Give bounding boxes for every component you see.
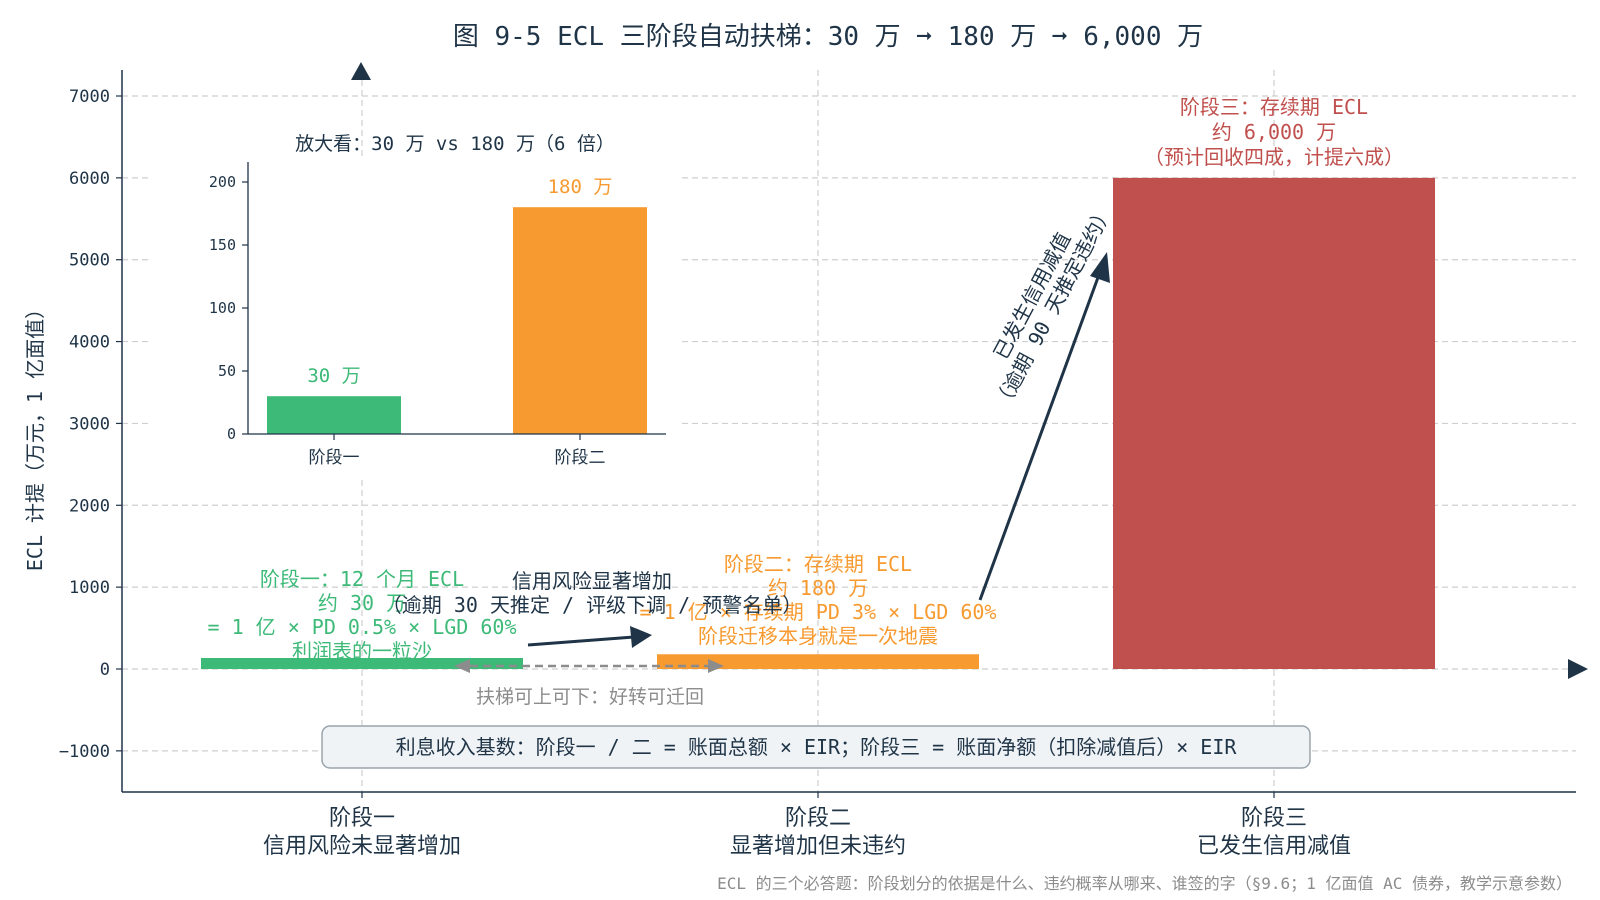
stage2-line1: 阶段二：存续期 ECL bbox=[724, 552, 912, 576]
transition-2-3: 已发生信用减值 （逾期 90 天推定违约） bbox=[989, 201, 1118, 414]
chart-title: 图 9-5 ECL 三阶段自动扶梯：30 万 ➞ 180 万 ➞ 6,000 万 bbox=[453, 22, 1203, 52]
inset-title: 放大看：30 万 vs 180 万（6 倍） bbox=[295, 133, 615, 155]
y-tick-label: 4000 bbox=[69, 333, 110, 353]
x-category-name: 阶段三 bbox=[1241, 806, 1307, 831]
y-tick-label: 0 bbox=[100, 660, 110, 680]
inset-value-label: 180 万 bbox=[548, 176, 613, 198]
stage1-line2: 约 30 万 bbox=[318, 591, 406, 615]
bars bbox=[201, 177, 1435, 669]
bar-3 bbox=[1113, 177, 1435, 669]
transition-1-2: 信用风险显著增加 （逾期 30 天推定 / 评级下调 / 预警名单） bbox=[382, 569, 802, 617]
transition12-line1: 信用风险显著增加 bbox=[512, 569, 672, 593]
stage1-line1: 阶段一：12 个月 ECL bbox=[260, 567, 464, 591]
x-category-desc: 信用风险未显著增加 bbox=[263, 834, 461, 859]
origin-x-arrowhead bbox=[1568, 659, 1588, 679]
stage3-line1: 阶段三：存续期 ECL bbox=[1180, 95, 1368, 119]
inset-value-label: 30 万 bbox=[307, 365, 360, 387]
interest-box bbox=[321, 725, 1311, 769]
y-tick-label: 6000 bbox=[69, 169, 110, 189]
escalator-arrowhead-left bbox=[454, 659, 470, 673]
y-tick-label: 2000 bbox=[69, 496, 110, 516]
interest-box-text: 利息收入基数：阶段一 / 二 = 账面总额 × EIR；阶段三 = 账面净额（扣… bbox=[396, 735, 1238, 759]
inset-y-tick-label: 0 bbox=[227, 425, 236, 443]
transition12-arrowhead bbox=[630, 626, 652, 648]
inset-chart: 放大看：30 万 vs 180 万（6 倍） 0 50 100 150 200 30 万… bbox=[150, 133, 680, 480]
y-axis-label: ECL 计提（万元，1 亿面值） bbox=[23, 299, 47, 571]
x-category-name: 阶段一 bbox=[329, 806, 395, 831]
y-tick-label: 1000 bbox=[69, 578, 110, 598]
escalator-label: 扶梯可上可下：好转可迁回 bbox=[476, 686, 704, 708]
x-category-desc: 显著增加但未违约 bbox=[730, 834, 906, 859]
bar-1 bbox=[201, 658, 523, 669]
stage1-line3: = 1 亿 × PD 0.5% × LGD 60% bbox=[208, 615, 517, 639]
stage3-line3: （预计回收四成，计提六成） bbox=[1144, 145, 1404, 169]
inset-y-tick-labels: 0 50 100 150 200 bbox=[209, 173, 248, 443]
bar-2 bbox=[657, 654, 979, 669]
inset-y-tick-label: 200 bbox=[209, 173, 236, 191]
stage3-annotation: 阶段三：存续期 ECL 约 6,000 万 （预计回收四成，计提六成） bbox=[1144, 95, 1404, 169]
inset-y-tick-label: 150 bbox=[209, 236, 236, 254]
escalator-arrowhead-right bbox=[708, 659, 724, 673]
footnote: ECL 的三个必答题：阶段划分的依据是什么、违约概率从哪来、谁签的字（§9.6；… bbox=[717, 874, 1572, 893]
inset-category-label: 阶段二 bbox=[555, 448, 606, 468]
y-tick-label: 3000 bbox=[69, 414, 110, 434]
transition23-arrowhead bbox=[1090, 252, 1110, 283]
y-tick-labels: −1000 0 1000 2000 3000 4000 5000 6000 7000 bbox=[59, 87, 122, 762]
stage1-annotation: 阶段一：12 个月 ECL 约 30 万 = 1 亿 × PD 0.5% × L… bbox=[208, 567, 517, 663]
x-category-name: 阶段二 bbox=[785, 806, 851, 831]
stage3-line2: 约 6,000 万 bbox=[1212, 120, 1336, 144]
transition23-arrow bbox=[978, 271, 1102, 601]
stage2-line4: 阶段迁移本身就是一次地震 bbox=[698, 624, 938, 648]
y-tick-label: −1000 bbox=[59, 742, 110, 762]
inset-bar-1 bbox=[267, 396, 401, 434]
origin-y-arrowhead bbox=[351, 62, 371, 80]
transition12-arrow bbox=[527, 635, 635, 647]
inset-category-label: 阶段一 bbox=[309, 448, 360, 468]
stage2-annotation: 阶段二：存续期 ECL 约 180 万 = 1 亿 × 存续期 PD 3% × … bbox=[640, 552, 997, 648]
transition12-line2: （逾期 30 天推定 / 评级下调 / 预警名单） bbox=[382, 593, 802, 617]
inset-bar-2 bbox=[513, 207, 647, 434]
y-tick-label: 5000 bbox=[69, 251, 110, 271]
stage2-line3: = 1 亿 × 存续期 PD 3% × LGD 60% bbox=[640, 600, 997, 624]
stage1-line4: 利润表的一粒沙 bbox=[292, 639, 432, 663]
x-category-desc: 已发生信用减值 bbox=[1197, 834, 1351, 859]
stage2-line2: 约 180 万 bbox=[768, 576, 868, 600]
inset-y-tick-label: 100 bbox=[209, 299, 236, 317]
y-tick-label: 7000 bbox=[69, 87, 110, 107]
inset-y-tick-label: 50 bbox=[218, 362, 236, 380]
